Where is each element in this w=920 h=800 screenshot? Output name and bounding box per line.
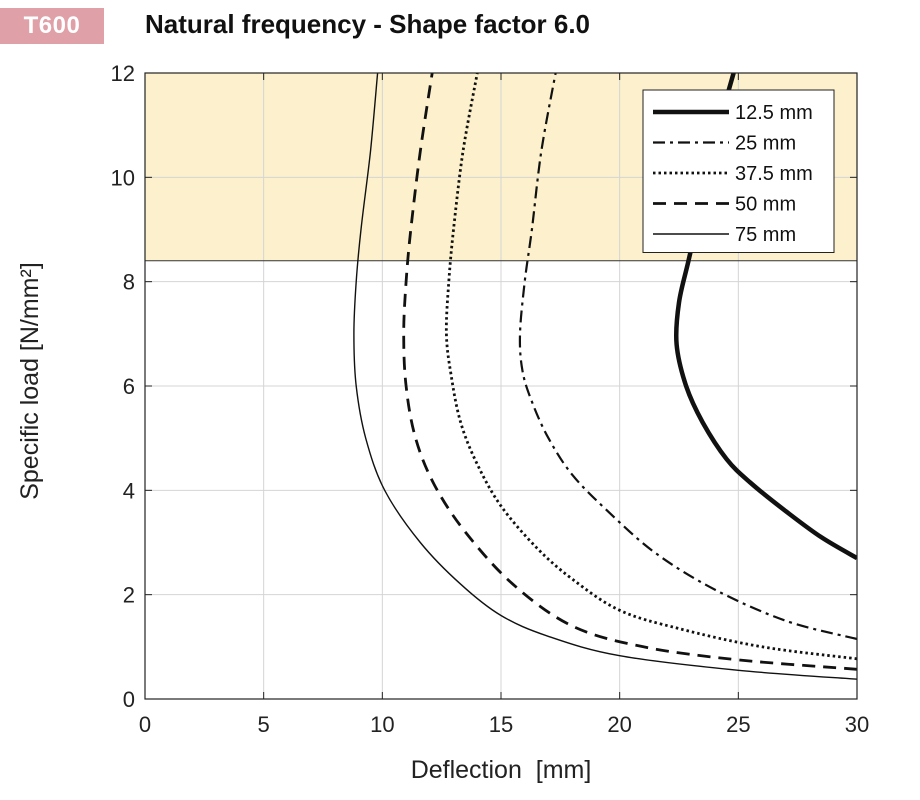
x-tick-label: 20 (607, 712, 631, 737)
legend-label: 12.5 mm (735, 102, 813, 124)
y-tick-label: 0 (123, 687, 135, 712)
x-tick-label: 10 (370, 712, 394, 737)
legend: 12.5 mm 25 mm 37.5 mm 50 mm 75 mm (642, 89, 835, 253)
legend-box (642, 89, 835, 253)
y-axis-label: Specific load [N/mm²] (16, 262, 44, 500)
x-tick-label: 25 (726, 712, 750, 737)
x-tick-label: 15 (489, 712, 513, 737)
x-tick-label: 5 (258, 712, 270, 737)
y-tick-label: 2 (123, 583, 135, 608)
y-tick-label: 6 (123, 374, 135, 399)
series-line-75-mm (353, 73, 857, 680)
y-tick-label: 10 (111, 165, 135, 190)
series-line-25-mm (518, 73, 857, 641)
series-line-50-mm (402, 73, 857, 671)
badge: T600 (0, 8, 104, 44)
legend-label: 50 mm (735, 194, 796, 216)
legend-label: 25 mm (735, 133, 796, 155)
legend-label: 37.5 mm (735, 163, 813, 185)
y-tick-label: 4 (123, 478, 135, 503)
y-tick-label: 8 (123, 270, 135, 295)
x-axis-label: Deflection [mm] (411, 756, 592, 784)
legend-label: 75 mm (735, 224, 796, 246)
chart-title: Natural frequency - Shape factor 6.0 (145, 9, 591, 39)
x-tick-label: 30 (845, 712, 869, 737)
y-tick-label: 12 (111, 61, 135, 86)
x-tick-label: 0 (139, 712, 151, 737)
